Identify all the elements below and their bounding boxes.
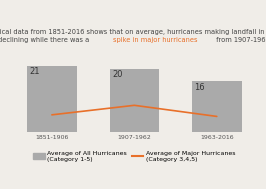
- Text: 21: 21: [30, 67, 40, 76]
- Bar: [110, 69, 159, 132]
- Bar: [192, 81, 242, 132]
- Bar: [27, 66, 77, 132]
- Legend: Average of All Hurricanes
(Category 1-5), Average of Major Hurricanes
(Category : Average of All Hurricanes (Category 1-5)…: [31, 148, 238, 164]
- Text: Historical data from 1851-2016 shows that on average, hurricanes making landfall: Historical data from 1851-2016 shows tha…: [0, 29, 266, 35]
- Text: 16: 16: [194, 83, 205, 92]
- Text: are declining while there was a: are declining while there was a: [0, 37, 92, 43]
- Text: 20: 20: [112, 70, 123, 79]
- Text: from 1907-1962.: from 1907-1962.: [214, 37, 266, 43]
- Text: spike in major hurricanes: spike in major hurricanes: [113, 37, 197, 43]
